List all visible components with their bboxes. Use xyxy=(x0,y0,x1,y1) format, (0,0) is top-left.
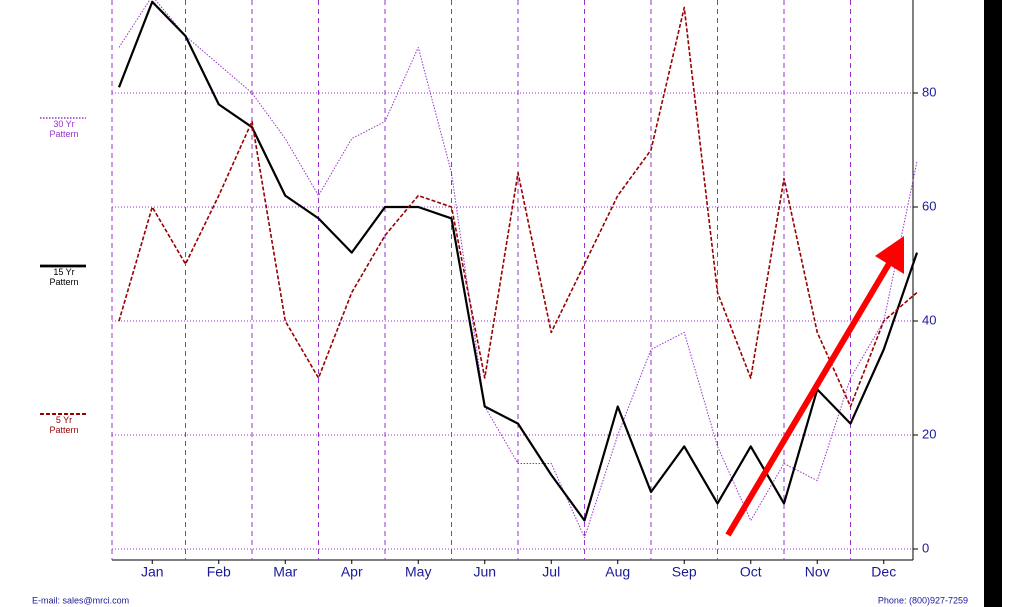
footer-email: E-mail: sales@mrci.com xyxy=(32,595,129,605)
legend-label: 30 Yr Pattern xyxy=(49,119,79,139)
x-tick-label: Feb xyxy=(207,564,231,580)
x-tick-label: Mar xyxy=(273,564,297,580)
series-line xyxy=(117,0,919,522)
x-tick-label: Sep xyxy=(672,564,697,580)
footer-phone: Phone: (800)927-7259 xyxy=(878,595,968,605)
arrow-head xyxy=(875,236,904,274)
series-line xyxy=(118,0,918,539)
arrow-shaft xyxy=(725,260,893,537)
y-tick-label: 20 xyxy=(922,426,936,441)
x-tick-label: Apr xyxy=(341,564,363,580)
x-tick-label: May xyxy=(405,564,431,580)
y-tick-label: 0 xyxy=(922,540,929,555)
legend-label: 5 Yr Pattern xyxy=(49,415,79,435)
window-edge xyxy=(984,0,1002,607)
x-tick-label: Jan xyxy=(141,564,164,580)
legend-label: 15 Yr Pattern xyxy=(49,267,79,287)
x-tick-label: Aug xyxy=(605,564,630,580)
x-tick-label: Jul xyxy=(542,564,560,580)
x-tick-label: Nov xyxy=(805,564,830,580)
y-tick-label: 40 xyxy=(922,312,936,327)
y-tick-label: 60 xyxy=(922,198,936,213)
annotation-arrow xyxy=(725,236,904,537)
y-tick-label: 80 xyxy=(922,84,936,99)
x-tick-label: Oct xyxy=(740,564,762,580)
x-tick-label: Jun xyxy=(473,564,496,580)
series-line xyxy=(118,6,918,408)
x-tick-label: Dec xyxy=(871,564,896,580)
